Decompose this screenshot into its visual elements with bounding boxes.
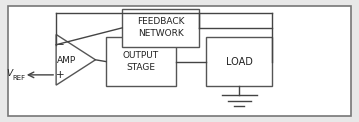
Text: OUTPUT
STAGE: OUTPUT STAGE [123, 51, 159, 72]
Text: LOAD: LOAD [226, 57, 253, 67]
Text: FEEDBACK
NETWORK: FEEDBACK NETWORK [137, 17, 185, 38]
Text: REF: REF [13, 75, 25, 81]
FancyBboxPatch shape [122, 9, 199, 46]
Text: V: V [6, 69, 12, 78]
FancyBboxPatch shape [106, 37, 176, 86]
Text: −: − [56, 40, 65, 50]
Text: AMP: AMP [57, 56, 76, 65]
FancyBboxPatch shape [206, 37, 272, 86]
FancyBboxPatch shape [8, 5, 351, 117]
Polygon shape [56, 35, 95, 85]
Text: +: + [56, 70, 65, 80]
